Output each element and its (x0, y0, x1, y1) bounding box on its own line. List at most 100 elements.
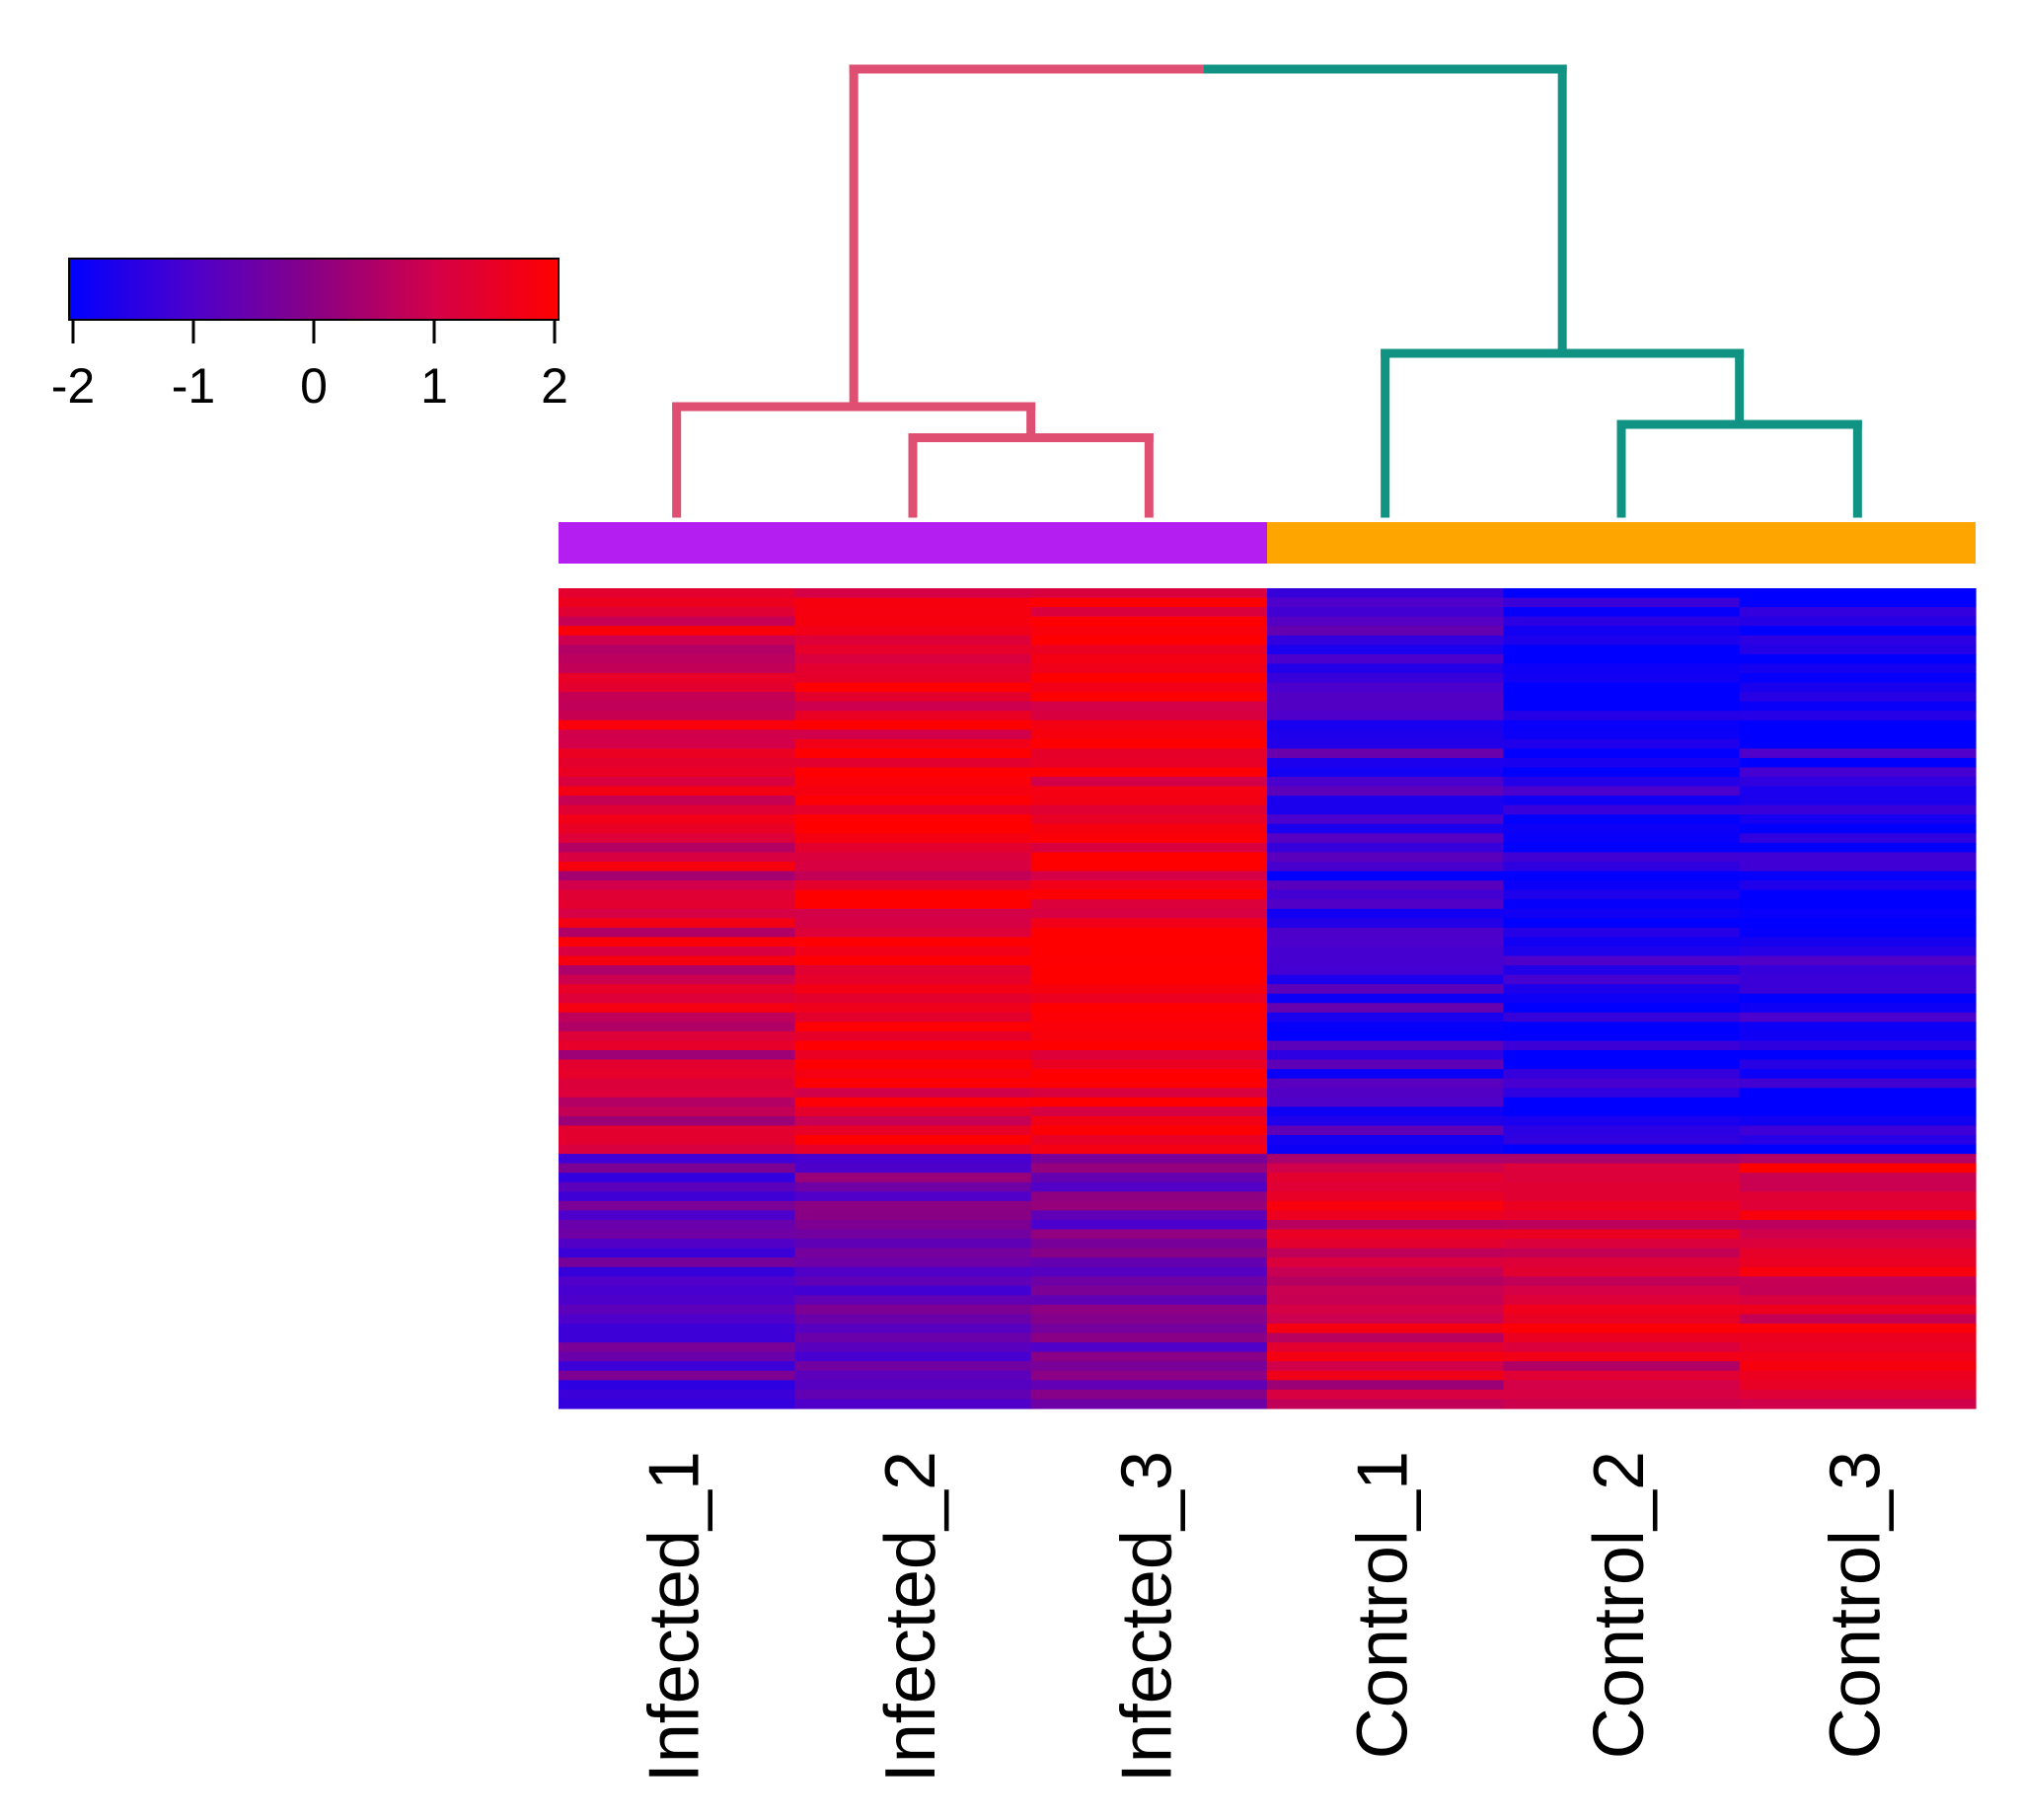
heatmap-cell (794, 692, 1032, 703)
heatmap-cell (1267, 1304, 1504, 1316)
heatmap-cell (794, 1370, 1032, 1381)
heatmap-cell (1503, 1106, 1741, 1117)
heatmap-cell (559, 1022, 795, 1032)
heatmap-cell (1503, 946, 1741, 957)
heatmap-cell (794, 1173, 1032, 1183)
heatmap-cell (1030, 862, 1268, 872)
heatmap-cell (1503, 692, 1741, 703)
color-legend: -2 -1 0 1 2 (51, 258, 568, 414)
heatmap-cell (559, 1304, 795, 1316)
heatmap-cell (559, 663, 795, 674)
heatmap-cell (1030, 1078, 1268, 1089)
heatmap-cell (1267, 1229, 1504, 1240)
heatmap-cell (1030, 786, 1268, 796)
heatmap-cell (794, 1135, 1032, 1146)
heatmap-cell (794, 880, 1032, 891)
heatmap-cell (794, 1030, 1032, 1042)
group-bar-control (1267, 522, 1976, 564)
heatmap-cell (1503, 796, 1741, 806)
heatmap-cell (794, 918, 1032, 929)
heatmap-cell (559, 937, 795, 948)
heatmap-cell (1030, 984, 1268, 995)
heatmap-cell (1503, 635, 1741, 645)
heatmap-cell (794, 1285, 1032, 1296)
heatmap-cell (559, 899, 795, 910)
heatmap-cell (559, 635, 795, 645)
heatmap-cell (559, 984, 795, 995)
heatmap-cell (1503, 663, 1741, 674)
heatmap-cell (1030, 1295, 1268, 1306)
heatmap-cell (1503, 899, 1741, 910)
heatmap-cell (1267, 635, 1504, 645)
column-dendrogram (672, 64, 1862, 518)
heatmap-cell (559, 1144, 795, 1155)
heatmap-cell (1739, 626, 1977, 637)
heatmap-cell (559, 814, 795, 825)
heatmap-cell (1030, 993, 1268, 1004)
heatmap-cell (1503, 1059, 1741, 1070)
heatmap-cell (1503, 842, 1741, 854)
heatmap-cell (1267, 1115, 1504, 1127)
heatmap-cell (1739, 786, 1977, 796)
heatmap-cell (1739, 889, 1977, 900)
heatmap-cell (559, 871, 795, 881)
heatmap-cell (794, 1324, 1032, 1334)
heatmap-cell (794, 1040, 1032, 1051)
heatmap-cell (1739, 1040, 1977, 1051)
heatmap-cell (794, 1210, 1032, 1221)
heatmap-cell (1267, 823, 1504, 834)
heatmap-cell (794, 899, 1032, 910)
heatmap-cell (559, 1266, 795, 1277)
heatmap-cell (1739, 1012, 1977, 1023)
heatmap-cell (1030, 955, 1268, 966)
heatmap-cell (559, 880, 795, 891)
group-bar-infected (559, 522, 1267, 564)
heatmap-cell (1030, 1191, 1268, 1202)
heatmap-cell (1503, 1181, 1741, 1192)
heatmap-cell (1267, 1069, 1504, 1080)
heatmap-cell (1030, 1088, 1268, 1099)
heatmap-cell (1503, 965, 1741, 976)
heatmap-cell (1503, 701, 1741, 712)
heatmap-cell (1739, 1380, 1977, 1391)
heatmap-cell (1267, 786, 1504, 796)
heatmap-cell (1030, 1266, 1268, 1277)
heatmap-cell (1030, 626, 1268, 637)
heatmap-cell (559, 1229, 795, 1240)
heatmap-cell (1267, 1059, 1504, 1070)
heatmap-cell (1267, 1097, 1504, 1107)
heatmap-cell (1267, 1012, 1504, 1023)
heatmap-cell (1739, 711, 1977, 721)
heatmap-cell (559, 1380, 795, 1391)
heatmap-cell (794, 955, 1032, 966)
heatmap-cell (1739, 984, 1977, 995)
heatmap-cell (1739, 927, 1977, 939)
heatmap-cell (1739, 767, 1977, 778)
heatmap-cell (1267, 1003, 1504, 1014)
heatmap-cell (794, 682, 1032, 693)
heatmap-cell (1739, 1125, 1977, 1136)
heatmap-cell (1030, 757, 1268, 769)
heatmap-cell (559, 1088, 795, 1099)
heatmap-cell (794, 645, 1032, 655)
heatmap-cell (1503, 1135, 1741, 1146)
heatmap-cell (559, 645, 795, 655)
heatmap-cell (1739, 937, 1977, 948)
heatmap-cell (1739, 862, 1977, 872)
heatmap-cell (1030, 729, 1268, 740)
heatmap-cell (1030, 1248, 1268, 1258)
heatmap-cell (1739, 833, 1977, 844)
heatmap-cell (1503, 974, 1741, 985)
heatmap-cell (559, 692, 795, 703)
heatmap-cell (1503, 804, 1741, 815)
heatmap-cell (1503, 814, 1741, 825)
heatmap-cell (1267, 918, 1504, 929)
heatmap-cell (1030, 1257, 1268, 1268)
heatmap-cell (1030, 974, 1268, 985)
heatmap-cell (1267, 1266, 1504, 1277)
heatmap-cell (1503, 1088, 1741, 1099)
heatmap-cell (1030, 1314, 1268, 1325)
heatmap-cell (1503, 1210, 1741, 1221)
heatmap-cell (794, 984, 1032, 995)
heatmap-cell (1267, 852, 1504, 863)
